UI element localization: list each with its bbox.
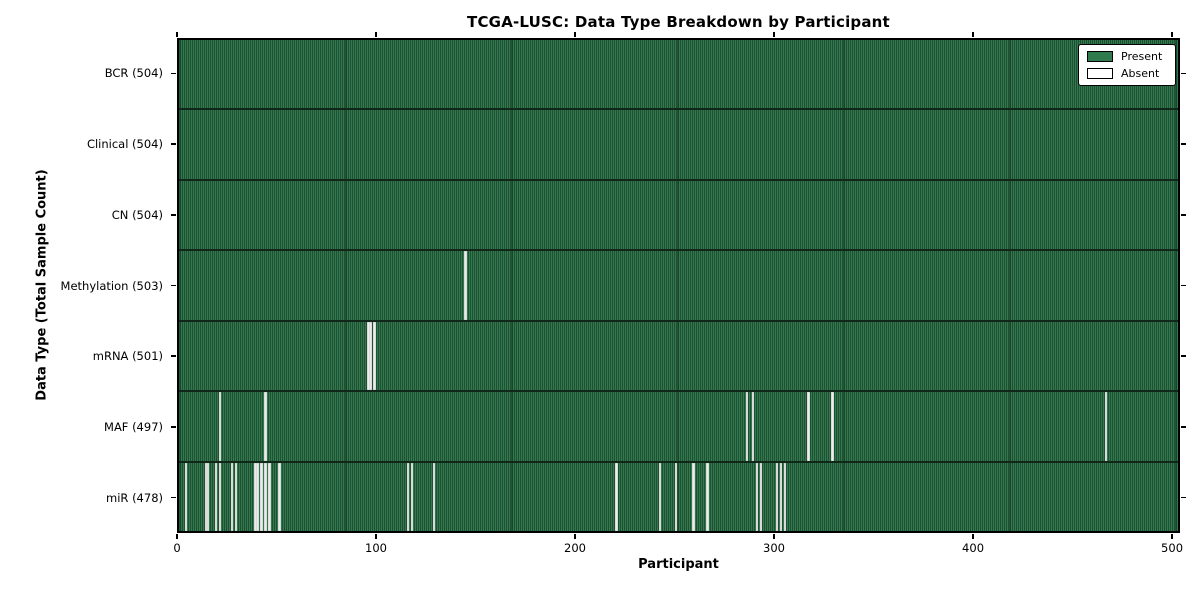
legend-label-present: Present	[1121, 50, 1163, 63]
absent-stripe	[615, 462, 618, 531]
tick-mark	[171, 143, 176, 145]
x-tick-label: 100	[365, 541, 387, 555]
x-tick-label: 200	[564, 541, 586, 555]
tick-mark	[1181, 355, 1186, 357]
absent-stripe	[369, 321, 372, 391]
x-tick-label: 300	[763, 541, 785, 555]
absent-stripe	[278, 462, 281, 531]
y-tick-label: Clinical (504)	[86, 137, 163, 152]
tick-mark	[574, 534, 576, 539]
legend: Present Absent	[1078, 44, 1176, 86]
absent-stripe	[692, 462, 695, 531]
y-axis-title: Data Type (Total Sample Count)	[34, 169, 50, 401]
heatmap-row-MAF	[179, 392, 1178, 463]
plot-area	[177, 38, 1180, 533]
y-tick-label: CN (504)	[111, 207, 163, 222]
tick-mark	[171, 72, 176, 75]
y-tick-label: Methylation (503)	[60, 278, 163, 293]
y-tick-label: BCR (504)	[104, 66, 163, 81]
tick-mark	[171, 496, 176, 499]
tick-mark	[972, 534, 974, 539]
legend-item-absent: Absent	[1087, 68, 1167, 79]
tick-mark	[972, 32, 974, 37]
absent-stripe	[268, 462, 271, 531]
y-tick-label: mRNA (501)	[92, 349, 163, 364]
heatmap-row-miR	[179, 462, 1178, 531]
absent-stripe	[218, 392, 222, 461]
x-tick-label: 0	[173, 541, 181, 555]
absent-stripe	[367, 321, 370, 391]
absent-stripe	[706, 462, 709, 531]
absent-stripe	[264, 392, 267, 461]
x-tick-label: 400	[962, 541, 985, 555]
tick-mark	[1171, 534, 1173, 539]
legend-swatch-present	[1087, 51, 1113, 62]
absent-stripe	[373, 321, 376, 391]
tick-mark	[1181, 496, 1186, 499]
heatmap-row-mRNA	[179, 321, 1178, 393]
absent-stripe	[464, 251, 467, 320]
absent-stripe	[254, 462, 257, 531]
chart-title: TCGA-LUSC: Data Type Breakdown by Partic…	[467, 13, 890, 31]
absent-stripe	[783, 462, 787, 531]
tick-mark	[773, 32, 775, 37]
absent-stripe	[831, 392, 834, 461]
legend-label-absent: Absent	[1121, 67, 1160, 80]
heatmap-row-BCR	[179, 40, 1178, 111]
tick-mark	[375, 534, 377, 539]
absent-stripe	[230, 462, 233, 531]
tick-mark	[1171, 32, 1173, 37]
absent-stripe	[206, 462, 210, 531]
absent-stripe	[674, 462, 677, 531]
tick-mark	[1181, 214, 1186, 216]
absent-stripe	[759, 462, 763, 531]
absent-stripe	[755, 462, 759, 531]
tick-mark	[1181, 72, 1186, 75]
tick-mark	[1181, 284, 1186, 287]
absent-stripe	[751, 392, 755, 461]
absent-stripe	[218, 462, 222, 531]
legend-item-present: Present	[1087, 51, 1167, 62]
heatmap-row-CN	[179, 180, 1178, 252]
absent-stripe	[432, 462, 436, 531]
tick-mark	[171, 214, 176, 216]
absent-stripe	[256, 462, 259, 531]
absent-stripe	[658, 462, 662, 531]
tick-mark	[1181, 143, 1186, 145]
heatmap-row-Methylation	[179, 251, 1178, 322]
absent-stripe	[406, 462, 410, 531]
tick-mark	[171, 355, 176, 357]
absent-stripe	[745, 392, 749, 461]
tick-mark	[773, 534, 775, 539]
absent-stripe	[775, 462, 779, 531]
absent-stripe	[807, 392, 810, 461]
absent-stripe	[260, 462, 263, 531]
y-tick-label: miR (478)	[106, 490, 163, 505]
legend-swatch-absent	[1087, 68, 1113, 79]
absent-stripe	[410, 462, 414, 531]
tick-mark	[171, 284, 176, 287]
absent-stripe	[234, 462, 237, 531]
absent-stripe	[1104, 392, 1108, 461]
tick-mark	[171, 426, 176, 428]
tick-mark	[375, 32, 377, 37]
tick-mark	[176, 32, 178, 37]
absent-stripe	[214, 462, 218, 531]
heatmap-row-Clinical	[179, 110, 1178, 181]
absent-stripe	[264, 462, 267, 531]
absent-stripe	[204, 462, 208, 531]
tick-mark	[176, 534, 178, 539]
y-tick-label: MAF (497)	[104, 419, 163, 434]
tick-mark	[1181, 426, 1186, 428]
x-axis-title: Participant	[638, 557, 719, 572]
absent-stripe	[779, 462, 783, 531]
tick-mark	[574, 32, 576, 37]
x-tick-label: 500	[1161, 541, 1184, 555]
absent-stripe	[184, 462, 188, 531]
